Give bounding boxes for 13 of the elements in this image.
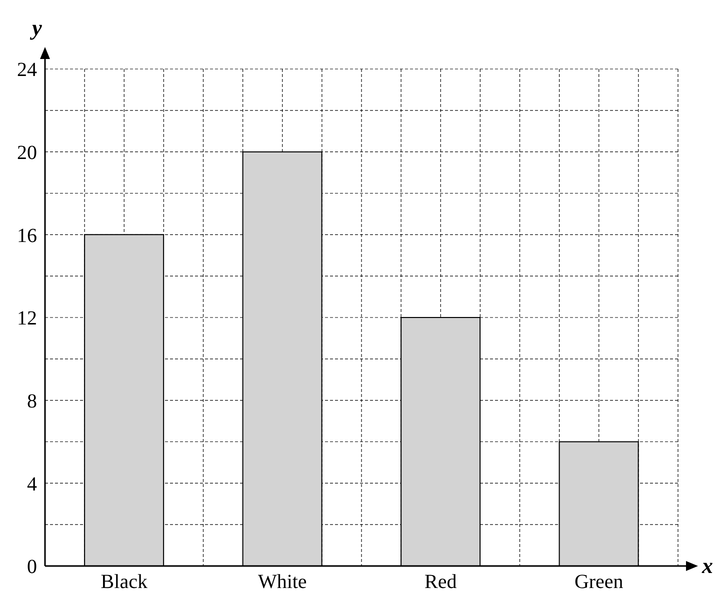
y-tick-label: 12 (17, 308, 37, 330)
y-tick-label: 24 (17, 59, 37, 82)
x-axis-title: x (701, 553, 713, 578)
y-axis-title: y (29, 15, 42, 40)
y-tick-label: 0 (27, 556, 37, 578)
x-tick-label: White (258, 571, 307, 594)
x-tick-label: Red (424, 571, 457, 594)
y-tick-label: 8 (27, 390, 37, 412)
y-tick-label: 20 (17, 142, 37, 164)
y-tick-label: 4 (27, 473, 37, 496)
x-tick-label: Green (574, 571, 624, 594)
y-tick-label: 16 (17, 224, 37, 247)
x-tick-label: Black (100, 571, 148, 594)
